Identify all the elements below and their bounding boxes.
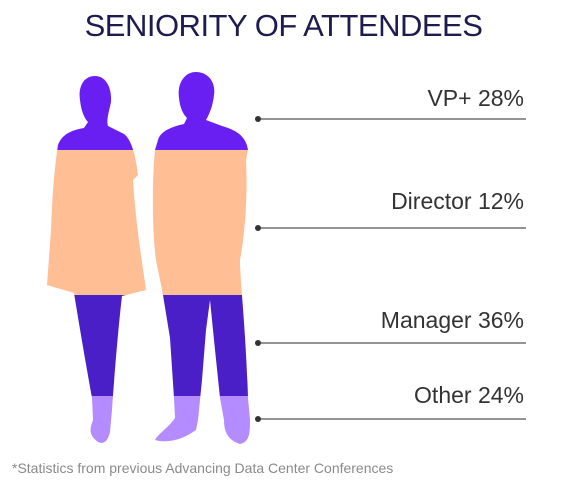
segment-director (47, 150, 250, 295)
segment-label-vp: VP+ 28% (427, 85, 524, 111)
figure-segments (47, 72, 250, 444)
segment-label-other: Other 24% (414, 382, 524, 408)
leader-dot-other (255, 416, 261, 422)
leader-dot-vp (255, 116, 261, 122)
segment-label-manager: Manager 36% (381, 307, 524, 333)
segment-manager (47, 295, 250, 396)
segment-other (47, 396, 250, 444)
leader-dot-manager (255, 340, 261, 346)
leader-lines (255, 116, 526, 422)
chart-title: SENIORITY OF ATTENDEES (84, 8, 483, 43)
segment-label-director: Director 12% (391, 188, 524, 214)
segment-labels: VP+ 28% Director 12% Manager 36% Other 2… (381, 85, 524, 408)
segment-vp (47, 72, 250, 150)
footnote: *Statistics from previous Advancing Data… (12, 460, 394, 476)
leader-dot-director (255, 225, 261, 231)
